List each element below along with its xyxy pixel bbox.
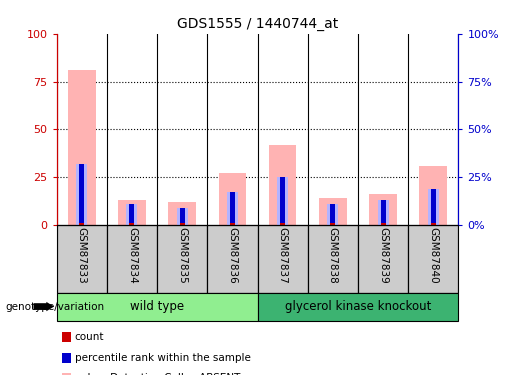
Bar [168, 202, 196, 225]
Bar [157, 225, 207, 292]
Bar [79, 223, 84, 225]
Bar [180, 223, 185, 225]
Bar [227, 192, 238, 225]
Bar [280, 223, 285, 225]
Text: GSM87835: GSM87835 [177, 227, 187, 284]
Bar [330, 223, 335, 225]
Bar [230, 223, 235, 225]
Text: percentile rank within the sample: percentile rank within the sample [75, 353, 251, 363]
Bar [328, 204, 338, 225]
Bar [118, 200, 146, 225]
Bar [177, 208, 187, 225]
Bar [68, 70, 96, 225]
Bar [79, 164, 84, 225]
Text: value, Detection Call = ABSENT: value, Detection Call = ABSENT [75, 374, 240, 375]
Bar [381, 223, 386, 225]
Bar [207, 225, 258, 292]
Text: count: count [75, 332, 104, 342]
Bar [381, 200, 386, 225]
Bar [419, 166, 447, 225]
Bar [431, 223, 436, 225]
Text: GSM87836: GSM87836 [228, 227, 237, 284]
Text: GSM87837: GSM87837 [278, 227, 287, 284]
Bar [129, 204, 134, 225]
Bar [358, 225, 408, 292]
Text: genotype/variation: genotype/variation [5, 302, 104, 312]
Bar [258, 292, 458, 321]
Bar [330, 204, 335, 225]
Text: glycerol kinase knockout: glycerol kinase knockout [285, 300, 431, 313]
Bar [107, 225, 157, 292]
Bar [57, 225, 107, 292]
Bar [428, 189, 439, 225]
Bar [277, 177, 288, 225]
Bar [218, 173, 246, 225]
Bar [269, 145, 297, 225]
Bar [76, 164, 87, 225]
Bar [180, 208, 185, 225]
Title: GDS1555 / 1440744_at: GDS1555 / 1440744_at [177, 17, 338, 32]
Bar [408, 225, 458, 292]
Bar [129, 223, 134, 225]
Text: GSM87834: GSM87834 [127, 227, 137, 284]
Bar [127, 204, 138, 225]
Text: wild type: wild type [130, 300, 184, 313]
Bar [431, 189, 436, 225]
Bar [258, 225, 307, 292]
Bar [319, 198, 347, 225]
Bar [230, 192, 235, 225]
Text: GSM87840: GSM87840 [428, 227, 438, 284]
Text: GSM87838: GSM87838 [328, 227, 338, 284]
Bar [57, 292, 258, 321]
Bar [280, 177, 285, 225]
Text: GSM87833: GSM87833 [77, 227, 87, 284]
Bar [377, 200, 388, 225]
Bar [307, 225, 358, 292]
Text: GSM87839: GSM87839 [378, 227, 388, 284]
Bar [369, 194, 397, 225]
